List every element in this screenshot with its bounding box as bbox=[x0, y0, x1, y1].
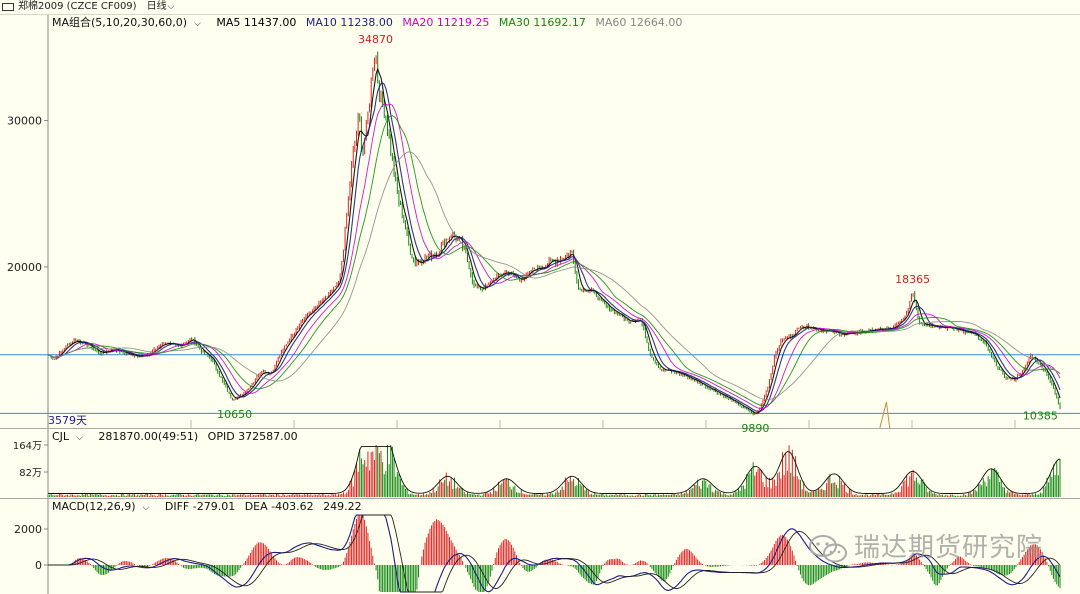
volume-bars bbox=[47, 445, 1061, 497]
ma5-value: MA5 11437.00 bbox=[216, 16, 297, 29]
days-label: 3579天 bbox=[48, 414, 87, 427]
y-tick-label: 164万 bbox=[13, 441, 42, 452]
y-tick-label: 30000 bbox=[7, 115, 42, 128]
ma-line-4 bbox=[47, 151, 1061, 401]
y-tick-label: 0 bbox=[35, 559, 42, 572]
oi-spike bbox=[879, 401, 891, 429]
y-tick-label: 2000 bbox=[14, 523, 42, 536]
volume-values: 281870.00(49:51) bbox=[98, 430, 199, 443]
y-tick-label: 20000 bbox=[7, 261, 42, 274]
macd-dea-line bbox=[48, 514, 1061, 593]
macd-value: 249.22 bbox=[323, 500, 362, 513]
low-label: 9890 bbox=[741, 422, 769, 435]
macd-bars bbox=[68, 515, 1061, 592]
window-icon[interactable] bbox=[2, 3, 14, 11]
macd-legend: MACD(12,26,9) ⌵ DIFF -279.01 DEA -403.62 … bbox=[52, 500, 368, 514]
watermark: 瑞达期货研究院 bbox=[808, 528, 1043, 568]
ma-line-1 bbox=[47, 82, 1061, 413]
open-interest-line bbox=[48, 446, 1061, 494]
symbol-label: 郑棉2009 (CZCE CF009) bbox=[18, 1, 137, 12]
period-selector[interactable]: 日线⌵ bbox=[147, 1, 175, 12]
ma30-value: MA30 11692.17 bbox=[498, 16, 586, 29]
chevron-down-icon[interactable]: ⌵ bbox=[76, 433, 83, 443]
ma20-value: MA20 11219.25 bbox=[402, 16, 490, 29]
ma-line-2 bbox=[47, 103, 1061, 409]
volume-indicator-selector[interactable]: CJL ⌵ bbox=[52, 430, 89, 443]
ma-line-0 bbox=[47, 67, 1061, 414]
high-label: 34870 bbox=[358, 33, 393, 46]
low-label: 10650 bbox=[217, 408, 252, 421]
ma-line-3 bbox=[47, 115, 1061, 406]
watermark-text: 瑞达期货研究院 bbox=[854, 533, 1044, 563]
chart-labels: 30000200003487018365106509890103853579天1… bbox=[7, 33, 1058, 572]
chevron-down-icon[interactable]: ⌵ bbox=[194, 19, 201, 29]
macd-diff: DIFF -279.01 bbox=[164, 500, 236, 513]
ma10-value: MA10 11238.00 bbox=[305, 16, 393, 29]
chevron-down-icon[interactable]: ⌵ bbox=[142, 503, 150, 513]
chart-axes bbox=[0, 15, 1080, 594]
macd-dea: DEA -403.62 bbox=[244, 500, 314, 513]
title-bar: 郑棉2009 (CZCE CF009) 日线⌵ bbox=[0, 0, 1080, 15]
period-label: 日线 bbox=[146, 1, 167, 12]
volume-legend: CJL ⌵ 281870.00(49:51) OPID 372587.00 bbox=[52, 430, 304, 444]
ma60-value: MA60 12664.00 bbox=[595, 16, 683, 29]
ma-legend: MA组合(5,10,20,30,60,0) ⌵ MA5 11437.00 MA10… bbox=[52, 16, 688, 30]
opid-value: OPID 372587.00 bbox=[207, 430, 298, 443]
chart-lines bbox=[47, 51, 1061, 593]
ma-group-label: MA组合(5,10,20,30,60,0) bbox=[52, 16, 188, 29]
volume-label: CJL bbox=[52, 430, 70, 443]
chevron-down-icon[interactable]: ⌵ bbox=[167, 2, 175, 12]
y-tick-label: 82万 bbox=[19, 468, 42, 479]
macd-label: MACD(12,26,9) bbox=[52, 500, 136, 513]
wechat-icon bbox=[809, 534, 847, 562]
macd-indicator-selector[interactable]: MACD(12,26,9) ⌵ bbox=[52, 500, 155, 513]
local-high-label: 18365 bbox=[895, 273, 930, 286]
last-low-label: 10385 bbox=[1023, 410, 1058, 423]
ma-group-selector[interactable]: MA组合(5,10,20,30,60,0) ⌵ bbox=[52, 16, 207, 29]
